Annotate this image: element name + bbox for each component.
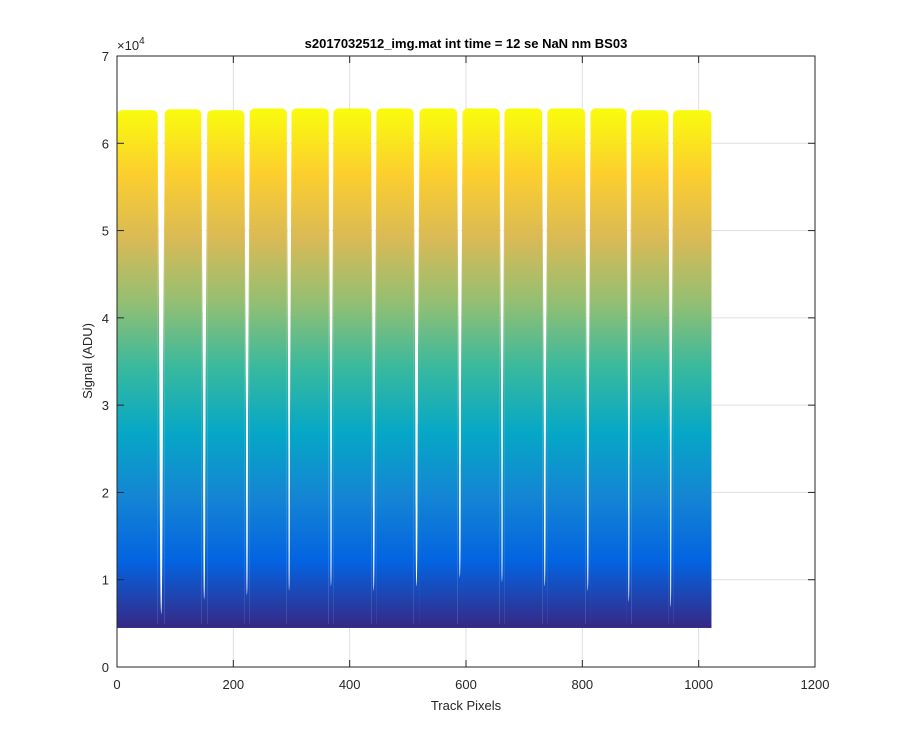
signal-segment-5	[291, 108, 329, 626]
signal-segment-14	[673, 110, 712, 626]
gap-space-6	[372, 105, 376, 591]
x-tick-label-5: 1000	[684, 677, 713, 692]
gap-space-3	[245, 107, 249, 596]
signal-segment-2	[164, 109, 202, 626]
signal-segment-8	[419, 108, 458, 626]
y-exponent-label: ×104	[117, 36, 145, 53]
y-tick-label-1: 1	[102, 573, 109, 588]
y-tick-label-6: 6	[102, 136, 109, 151]
signal-segment-12	[590, 108, 627, 626]
y-tick-label-7: 7	[102, 49, 109, 64]
signal-traces	[117, 105, 712, 628]
gap-space-2	[202, 106, 207, 600]
y-axis-label: Signal (ADU)	[80, 323, 95, 399]
gap-dip-9	[499, 138, 505, 626]
gap-space-10	[543, 105, 547, 587]
gap-dip-5	[328, 138, 334, 626]
signal-segment-4	[249, 108, 287, 626]
x-axis-label: Track Pixels	[431, 698, 502, 713]
gap-space-7	[414, 105, 419, 587]
tick-marks	[116, 55, 816, 668]
gap-dip-13	[668, 140, 674, 626]
gap-dip-12	[626, 138, 632, 626]
gap-dip-6	[371, 138, 377, 626]
signal-segment-11	[547, 108, 586, 626]
signal-segment-13	[631, 110, 669, 626]
signal-segment-9	[462, 108, 500, 626]
x-tick-labels: 0 200 400 600 800 1000 1200	[113, 677, 829, 692]
x-tick-label-2: 400	[339, 677, 361, 692]
chart-title: s2017032512_img.mat int time = 12 se NaN…	[305, 36, 628, 51]
gap-dip-7	[413, 138, 420, 626]
gap-dip-1	[157, 140, 165, 626]
gap-space-12	[627, 105, 631, 603]
signal-segment-10	[504, 108, 543, 626]
gap-dip-4	[286, 138, 292, 626]
gap-space-4	[287, 105, 291, 591]
gap-dip-8	[457, 138, 463, 626]
gap-dip-3	[244, 140, 250, 626]
x-tick-label-4: 800	[571, 677, 593, 692]
x-tick-label-1: 200	[222, 677, 244, 692]
gap-space-5	[329, 105, 333, 587]
x-tick-label-3: 600	[455, 677, 477, 692]
y-tick-labels: 0 1 2 3 4 5 6 7	[102, 49, 109, 675]
gap-dip-11	[585, 138, 591, 626]
signal-segment-6	[333, 108, 372, 626]
x-tick-label-0: 0	[113, 677, 120, 692]
gap-space-8	[458, 105, 462, 578]
signal-segment-7	[376, 108, 414, 626]
gap-space-13	[669, 107, 673, 608]
signal-segment-3	[207, 110, 245, 626]
gap-space-11	[586, 105, 590, 591]
y-tick-label-4: 4	[102, 311, 109, 326]
x-tick-label-6: 1200	[801, 677, 830, 692]
y-tick-label-3: 3	[102, 398, 109, 413]
y-tick-label-2: 2	[102, 485, 109, 500]
y-tick-label-5: 5	[102, 224, 109, 239]
signal-segment-1	[117, 110, 158, 626]
y-tick-label-0: 0	[102, 660, 109, 675]
gap-space-9	[500, 105, 504, 583]
gap-dip-2	[201, 139, 208, 626]
baseline-band	[117, 623, 712, 628]
gap-dip-10	[542, 138, 548, 626]
gap-space-1	[158, 107, 164, 615]
